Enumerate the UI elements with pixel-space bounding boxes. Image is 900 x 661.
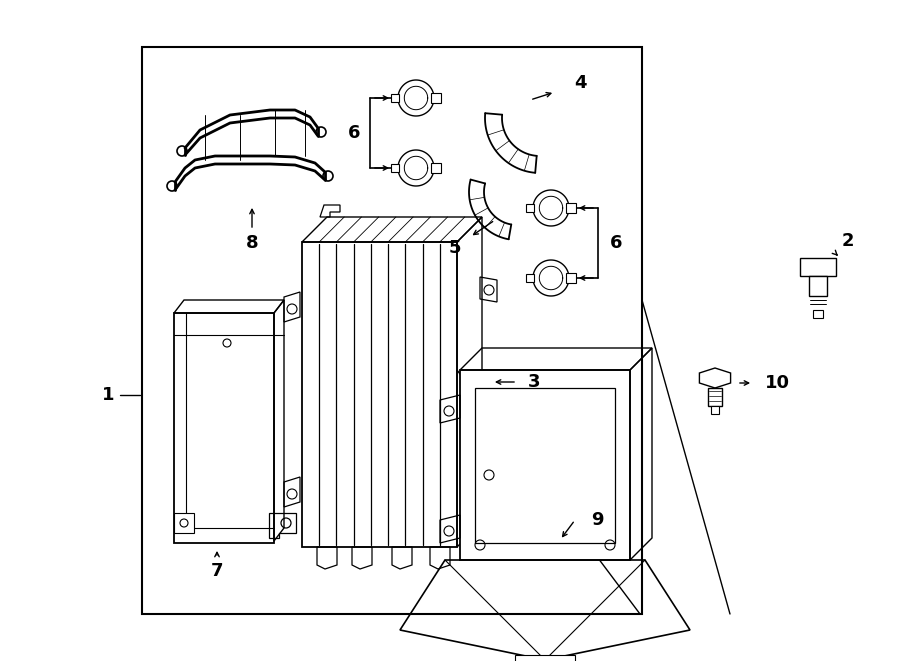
Text: 6: 6 (610, 234, 622, 252)
Bar (708, 388, 722, 406)
Bar (813, 310, 823, 318)
Text: 4: 4 (574, 74, 586, 92)
Text: 1: 1 (102, 386, 114, 404)
Bar (174, 313, 274, 543)
Bar (566, 203, 576, 213)
Bar (800, 258, 836, 276)
Text: 3: 3 (527, 373, 540, 391)
Bar (515, 655, 575, 661)
Bar (475, 388, 615, 543)
Text: 6: 6 (347, 124, 360, 142)
Bar (526, 274, 534, 282)
Text: 7: 7 (211, 562, 223, 580)
Bar (431, 93, 441, 103)
Bar (142, 47, 642, 614)
Bar (809, 276, 827, 296)
Bar (174, 513, 194, 533)
Bar (526, 204, 534, 212)
Bar (391, 164, 399, 172)
Text: 5: 5 (449, 239, 461, 257)
Text: 2: 2 (842, 232, 854, 250)
Bar (566, 273, 576, 283)
Bar (431, 163, 441, 173)
Text: 8: 8 (246, 234, 258, 252)
Text: 10: 10 (764, 374, 789, 392)
Bar (391, 94, 399, 102)
Text: 9: 9 (590, 511, 603, 529)
Bar (460, 370, 630, 560)
Bar (302, 242, 457, 547)
Bar (711, 406, 719, 414)
